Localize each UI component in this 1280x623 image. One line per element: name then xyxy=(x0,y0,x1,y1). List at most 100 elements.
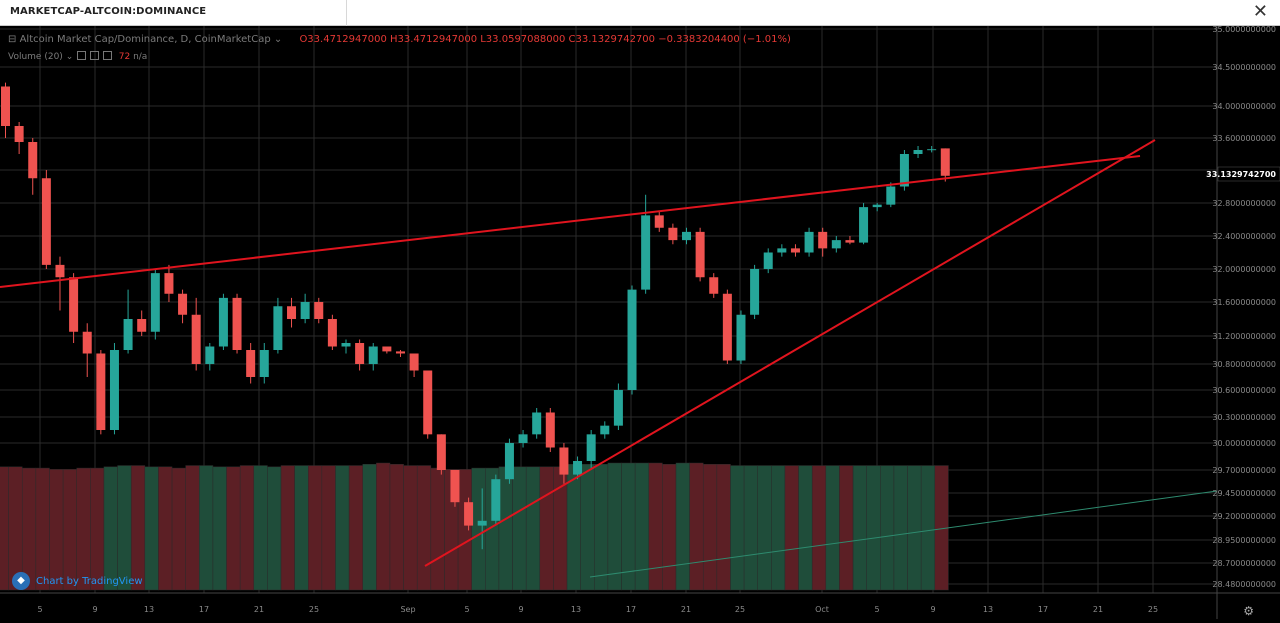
candle-body xyxy=(872,204,882,208)
volume-bar xyxy=(525,466,541,591)
volume-bar xyxy=(471,467,486,591)
candle-body xyxy=(491,479,501,521)
volume-ma-line xyxy=(589,490,1218,578)
candle-body xyxy=(150,273,160,332)
volume-bar xyxy=(512,466,527,591)
candle-body xyxy=(927,149,937,151)
series-legend: ⊟ Altcoin Market Cap/Dominance, D, CoinM… xyxy=(8,34,791,45)
candle-body xyxy=(423,370,433,435)
candle-body xyxy=(314,302,324,319)
candle-body xyxy=(586,434,596,461)
price-tick-label: 30.0000000000 xyxy=(1212,439,1276,448)
price-tick-label: 29.4500000000 xyxy=(1212,489,1276,498)
candle-body xyxy=(1,86,10,126)
eye-icon[interactable] xyxy=(77,51,87,60)
symbol-ticker[interactable]: MARKETCAP-ALTCOIN:DOMINANCE xyxy=(10,6,207,17)
collapse-toggle-icon[interactable]: ⊟ xyxy=(8,34,17,45)
volume-bar xyxy=(403,465,418,591)
candle-body xyxy=(532,412,542,435)
candle-body xyxy=(123,319,133,350)
volume-legend: Volume (20) ⌄ 72 n/a xyxy=(8,51,147,62)
time-tick-label: 13 xyxy=(144,605,154,614)
legend-symbol[interactable]: Altcoin Market Cap/Dominance, D, CoinMar… xyxy=(19,34,271,45)
candle-body xyxy=(899,154,909,187)
volume-bar xyxy=(185,465,200,591)
candle-body xyxy=(559,447,569,475)
current-price-label: 33.1329742700 xyxy=(1206,170,1276,179)
candle-body xyxy=(464,502,474,526)
candle-body xyxy=(545,412,555,448)
tradingview-watermark[interactable]: ◆ Chart by TradingView xyxy=(12,572,143,590)
time-tick-label: 17 xyxy=(199,605,209,614)
gear-icon[interactable]: ⚙ xyxy=(1243,604,1254,618)
time-tick-label: Sep xyxy=(400,605,415,614)
volume-bar xyxy=(253,465,268,591)
volume-bar xyxy=(907,465,922,591)
chevron-down-icon[interactable]: ⌄ xyxy=(65,52,74,62)
volume-bar xyxy=(730,465,745,591)
price-tick-label: 32.8000000000 xyxy=(1212,199,1276,208)
candle-body xyxy=(682,231,691,241)
time-tick-label: 21 xyxy=(254,605,264,614)
candle-body xyxy=(436,434,446,470)
candle-body xyxy=(205,346,215,364)
candle-body xyxy=(355,343,365,364)
volume-bar xyxy=(226,466,241,591)
volume-bar xyxy=(267,466,282,591)
candle-body xyxy=(14,126,24,142)
time-tick-label: 25 xyxy=(735,605,745,614)
volume-bar xyxy=(580,464,595,591)
legend-ohlc: O33.4712947000 H33.4712947000 L33.059708… xyxy=(299,34,791,45)
volume-bar xyxy=(348,465,363,591)
close-icon[interactable]: ✕ xyxy=(1252,1,1268,22)
candle-body xyxy=(504,443,514,480)
tradingview-logo-icon: ◆ xyxy=(12,572,30,590)
price-tick-label: 28.7000000000 xyxy=(1212,559,1276,568)
candle-body xyxy=(804,231,814,253)
volume-bar xyxy=(335,465,350,591)
volume-bar xyxy=(825,465,840,591)
settings-icon[interactable] xyxy=(89,51,99,60)
volume-bar xyxy=(199,465,214,591)
time-tick-label: 9 xyxy=(930,605,935,614)
price-tick-label: 32.4000000000 xyxy=(1212,232,1276,241)
volume-bar xyxy=(158,466,173,591)
candle-body xyxy=(573,461,583,475)
candle-body xyxy=(722,293,732,361)
volume-bar xyxy=(498,466,513,591)
candle-body xyxy=(259,350,269,377)
volume-bar xyxy=(743,465,758,591)
volume-bar xyxy=(376,462,391,591)
volume-bar xyxy=(716,464,731,591)
volume-label[interactable]: Volume (20) xyxy=(8,52,63,62)
price-tick-label: 34.0000000000 xyxy=(1212,102,1276,111)
candle-body xyxy=(109,350,119,430)
volume-bar xyxy=(689,462,704,591)
candle-body xyxy=(613,390,623,426)
candlestick-chart[interactable]: 35.0000000000 34.5000000000 34.0000000000 3… xyxy=(0,25,1280,619)
candle-body xyxy=(750,269,760,315)
candle-body xyxy=(777,248,787,253)
volume-bar xyxy=(662,464,677,591)
chevron-down-icon[interactable]: ⌄ xyxy=(273,34,283,45)
candle-body xyxy=(641,215,651,290)
price-tick-label: 33.6000000000 xyxy=(1212,134,1276,143)
volume-bar xyxy=(0,466,9,591)
price-tick-label: 30.6000000000 xyxy=(1212,386,1276,395)
candle-body xyxy=(736,314,746,361)
chart-area[interactable]: 35.0000000000 34.5000000000 34.0000000000 3… xyxy=(0,25,1280,619)
candle-body xyxy=(246,350,256,377)
candle-body xyxy=(273,306,283,350)
volume-bar xyxy=(171,467,186,591)
candle-body xyxy=(178,293,188,315)
candle-body xyxy=(913,150,923,154)
time-tick-label: 5 xyxy=(37,605,42,614)
candle-body xyxy=(28,142,38,179)
time-tick-label: 21 xyxy=(1093,605,1103,614)
titlebar-divider xyxy=(346,0,347,26)
candle-body xyxy=(55,264,65,278)
volume-bar xyxy=(798,465,813,591)
price-tick-label: 30.8000000000 xyxy=(1212,360,1276,369)
close-icon[interactable] xyxy=(102,51,112,60)
price-tick-label: 31.2000000000 xyxy=(1212,332,1276,341)
